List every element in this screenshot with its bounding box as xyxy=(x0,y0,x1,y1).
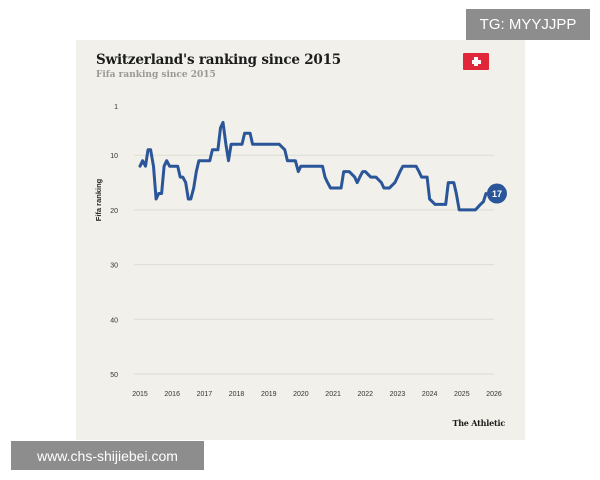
y-axis-label: Fifa ranking xyxy=(94,178,103,221)
y-tick-label-40: 40 xyxy=(110,317,118,324)
x-tick-label-2016: 2016 xyxy=(164,391,180,398)
x-tick-label-2026: 2026 xyxy=(486,391,502,398)
chart-card: Switzerland's ranking since 2015 Fifa ra… xyxy=(76,40,525,440)
swiss-flag-icon xyxy=(463,53,489,70)
x-tick-label-2018: 2018 xyxy=(229,391,245,398)
end-marker-label: 17 xyxy=(492,189,502,199)
x-tick-label-2017: 2017 xyxy=(197,391,213,398)
brand-logo: The Athletic xyxy=(452,418,505,428)
y-tick-label-20: 20 xyxy=(110,208,118,215)
watermark-telegram: TG: MYYJJPP xyxy=(466,9,590,40)
y-tick-label-1: 1 xyxy=(114,104,118,111)
x-tick-label-2019: 2019 xyxy=(261,391,277,398)
watermark-url: www.chs-shijiebei.com xyxy=(11,441,204,470)
y-tick-label-50: 50 xyxy=(110,372,118,379)
x-tick-label-2023: 2023 xyxy=(390,391,406,398)
x-tick-label-2020: 2020 xyxy=(293,391,309,398)
x-tick-label-2025: 2025 xyxy=(454,391,470,398)
x-tick-label-2024: 2024 xyxy=(422,391,438,398)
series-line-0 xyxy=(138,120,488,212)
chart-subtitle: Fifa ranking since 2015 xyxy=(96,70,216,80)
x-tick-label-2022: 2022 xyxy=(357,391,373,398)
x-tick-label-2021: 2021 xyxy=(325,391,341,398)
line-chart: 1 10 20 30 40 50 2015 2016 2017 2018 2019 2020 2021 2… xyxy=(94,104,507,398)
y-tick-label-10: 10 xyxy=(110,153,118,160)
chart-title: Switzerland's ranking since 2015 xyxy=(96,52,342,68)
end-marker xyxy=(486,183,507,204)
x-tick-label-2015: 2015 xyxy=(132,391,148,398)
y-tick-label-30: 30 xyxy=(110,263,118,270)
